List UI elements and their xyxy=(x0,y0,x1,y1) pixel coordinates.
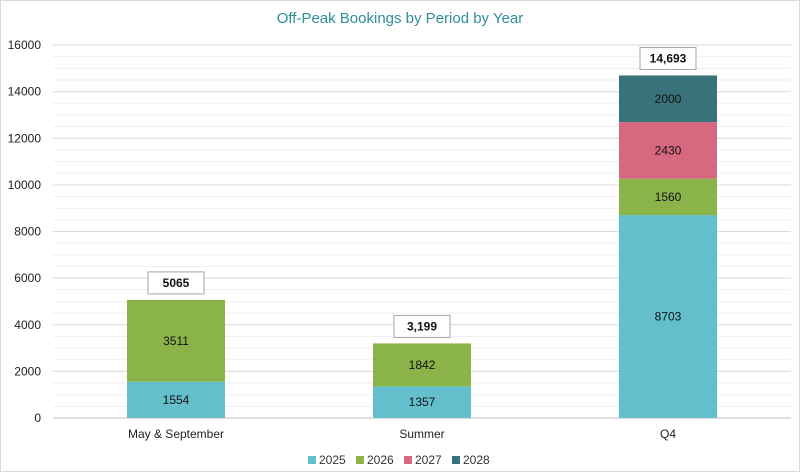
legend-item-2025: 2025 xyxy=(308,453,346,467)
y-tick-label: 2000 xyxy=(14,364,41,378)
data-label: 1357 xyxy=(409,395,436,409)
total-label-box xyxy=(639,46,697,70)
legend-swatch xyxy=(452,456,460,464)
total-label: 3,199 xyxy=(407,319,437,333)
y-tick-label: 16000 xyxy=(8,38,42,52)
total-labels: 5065 3,199 14,693 xyxy=(147,46,697,338)
data-label: 3511 xyxy=(163,334,189,348)
legend-label: 2025 xyxy=(319,453,346,467)
data-label: 1554 xyxy=(163,393,190,407)
bar-segment-2026 xyxy=(127,299,225,382)
data-label: 1842 xyxy=(409,358,436,372)
data-label: 1560 xyxy=(655,190,682,204)
x-axis-labels: May & September Summer Q4 xyxy=(128,427,676,441)
total-label: 14,693 xyxy=(650,51,687,65)
legend-item-2028: 2028 xyxy=(452,453,490,467)
y-tick-label: 12000 xyxy=(8,131,42,145)
data-label: 8703 xyxy=(655,310,682,324)
legend-label: 2026 xyxy=(367,453,394,467)
legend-swatch xyxy=(308,456,316,464)
bar-segment-2026 xyxy=(373,343,471,387)
total-label-box xyxy=(393,314,451,338)
legend-label: 2028 xyxy=(463,453,490,467)
bar-segment-2028 xyxy=(619,75,717,123)
bar-segment-2025 xyxy=(127,381,225,418)
y-tick-label: 4000 xyxy=(14,318,41,332)
y-tick-label: 14000 xyxy=(8,85,42,99)
y-axis-ticks: 0 2000 4000 6000 8000 10000 12000 14000 16000 xyxy=(8,38,42,425)
data-label: 2000 xyxy=(655,92,682,106)
x-tick-label: May & September xyxy=(128,427,224,441)
legend-swatch xyxy=(356,456,364,464)
chart-title: Off-Peak Bookings by Period by Year xyxy=(277,10,524,27)
total-label: 5065 xyxy=(163,276,190,290)
x-tick-label: Q4 xyxy=(660,427,676,441)
bar-segment-2027 xyxy=(619,122,717,179)
bars: 1554 3511 1357 1842 8703 1560 2430 2000 xyxy=(127,75,717,418)
y-tick-label: 10000 xyxy=(8,178,42,192)
y-tick-label: 6000 xyxy=(14,271,41,285)
legend-item-2026: 2026 xyxy=(356,453,394,467)
bar-segment-2025 xyxy=(619,215,717,418)
legend-label: 2027 xyxy=(415,453,442,467)
y-tick-label: 0 xyxy=(34,411,41,425)
legend: 2025 2026 2027 2028 xyxy=(308,453,490,467)
total-label-box xyxy=(147,271,205,295)
x-tick-label: Summer xyxy=(399,427,444,441)
bar-segment-2025 xyxy=(373,386,471,418)
legend-swatch xyxy=(404,456,412,464)
y-tick-label: 8000 xyxy=(14,225,41,239)
bar-segment-2026 xyxy=(619,178,717,216)
data-label: 2430 xyxy=(655,143,682,157)
legend-item-2027: 2027 xyxy=(404,453,442,467)
